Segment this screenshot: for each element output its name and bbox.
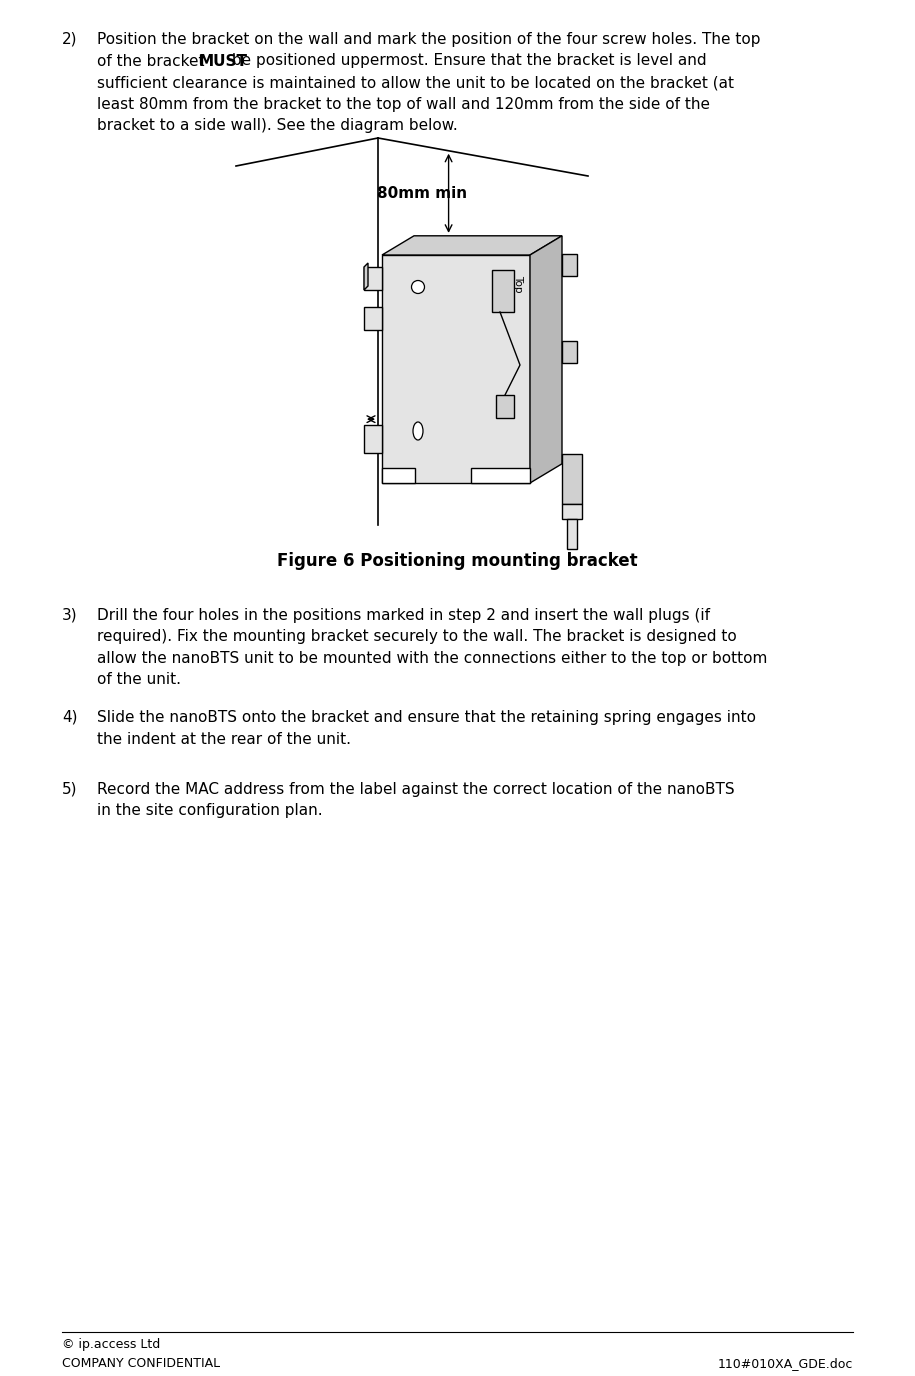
Polygon shape <box>562 341 577 363</box>
Polygon shape <box>382 255 530 483</box>
Polygon shape <box>364 267 382 290</box>
Polygon shape <box>492 270 514 312</box>
Text: sufficient clearance is maintained to allow the unit to be located on the bracke: sufficient clearance is maintained to al… <box>97 76 734 89</box>
Text: MUST: MUST <box>199 54 247 69</box>
Text: 80mm min: 80mm min <box>377 186 467 201</box>
Polygon shape <box>382 235 562 255</box>
Text: Record the MAC address from the label against the correct location of the nanoBT: Record the MAC address from the label ag… <box>97 782 735 797</box>
Text: be positioned uppermost. Ensure that the bracket is level and: be positioned uppermost. Ensure that the… <box>227 54 706 69</box>
Text: Top: Top <box>513 275 523 293</box>
Circle shape <box>412 281 425 293</box>
Text: of the unit.: of the unit. <box>97 673 181 688</box>
Polygon shape <box>364 307 382 330</box>
Text: 3): 3) <box>62 608 78 623</box>
Text: 5): 5) <box>62 782 78 797</box>
Text: 4): 4) <box>62 710 78 725</box>
Polygon shape <box>382 468 414 483</box>
Polygon shape <box>567 519 577 549</box>
Text: least 80mm from the bracket to the top of wall and 120mm from the side of the: least 80mm from the bracket to the top o… <box>97 96 710 111</box>
Text: Figure 6 Positioning mounting bracket: Figure 6 Positioning mounting bracket <box>277 552 638 570</box>
Text: the indent at the rear of the unit.: the indent at the rear of the unit. <box>97 732 351 747</box>
Text: COMPANY CONFIDENTIAL: COMPANY CONFIDENTIAL <box>62 1357 221 1370</box>
Text: © ip.access Ltd: © ip.access Ltd <box>62 1337 160 1351</box>
Text: 120mm min: 120mm min <box>370 438 470 453</box>
Text: in the site configuration plan.: in the site configuration plan. <box>97 804 323 819</box>
Text: 110#010XA_GDE.doc: 110#010XA_GDE.doc <box>717 1357 853 1370</box>
Polygon shape <box>562 253 577 275</box>
Polygon shape <box>364 263 368 290</box>
Polygon shape <box>471 468 530 483</box>
Text: bracket to a side wall). See the diagram below.: bracket to a side wall). See the diagram… <box>97 118 458 133</box>
Polygon shape <box>530 235 562 483</box>
Text: allow the nanoBTS unit to be mounted with the connections either to the top or b: allow the nanoBTS unit to be mounted wit… <box>97 651 768 666</box>
Polygon shape <box>562 454 582 504</box>
Polygon shape <box>364 425 382 453</box>
Polygon shape <box>562 504 582 519</box>
Polygon shape <box>496 395 514 418</box>
Text: 2): 2) <box>62 32 78 47</box>
Text: required). Fix the mounting bracket securely to the wall. The bracket is designe: required). Fix the mounting bracket secu… <box>97 629 737 644</box>
Text: Position the bracket on the wall and mark the position of the four screw holes. : Position the bracket on the wall and mar… <box>97 32 760 47</box>
Text: of the bracket: of the bracket <box>97 54 210 69</box>
Ellipse shape <box>413 422 423 440</box>
Text: Slide the nanoBTS onto the bracket and ensure that the retaining spring engages : Slide the nanoBTS onto the bracket and e… <box>97 710 756 725</box>
Text: Drill the four holes in the positions marked in step 2 and insert the wall plugs: Drill the four holes in the positions ma… <box>97 608 710 623</box>
